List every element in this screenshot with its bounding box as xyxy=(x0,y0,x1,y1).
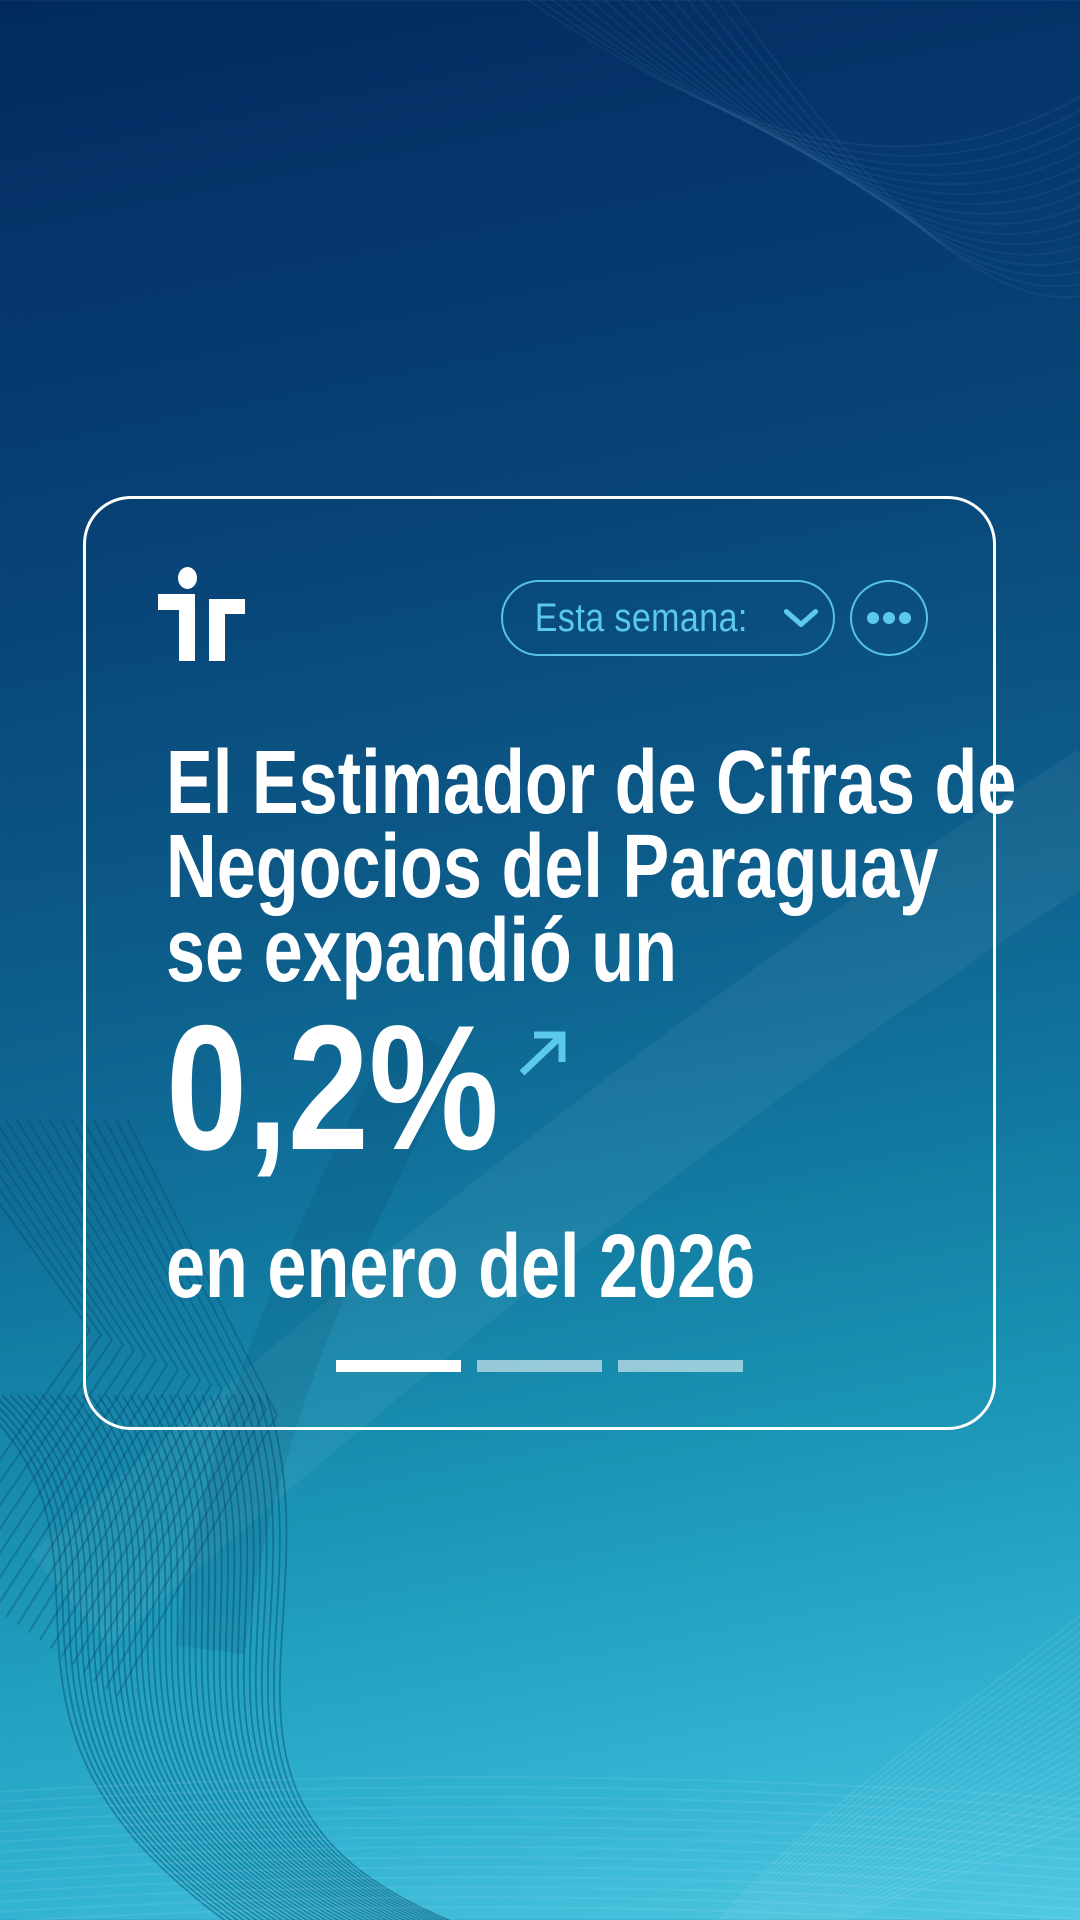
headline-line-2: Negocios del Paraguay xyxy=(166,817,939,917)
headline-line-3: se expandió un xyxy=(166,901,678,1001)
stat-block: 0,2% xyxy=(166,999,572,1177)
week-filter-label: Esta semana: xyxy=(534,595,748,640)
story-progress xyxy=(86,1360,993,1372)
stat-value: 0,2% xyxy=(166,988,499,1187)
trend-up-arrow-icon xyxy=(519,1031,566,1076)
story-progress-segment[interactable] xyxy=(477,1360,602,1372)
ir-logo xyxy=(158,567,245,661)
ellipsis-icon xyxy=(867,612,879,624)
story-progress-segment[interactable] xyxy=(618,1360,743,1372)
headline-line-1: El Estimador de Cifras de xyxy=(166,733,1017,833)
headline: El Estimador de Cifras de Negocios del P… xyxy=(166,733,1080,1001)
stat-period: en enero del 2026 xyxy=(166,1217,756,1317)
story-progress-segment[interactable] xyxy=(336,1360,461,1372)
week-filter-dropdown[interactable]: Esta semana: xyxy=(501,580,835,656)
ellipsis-icon xyxy=(899,612,911,624)
ellipsis-icon xyxy=(883,612,895,624)
story-card: Esta semana: El Estimador de Cifras de N… xyxy=(83,496,1016,1430)
more-options-button[interactable] xyxy=(850,580,928,656)
chevron-down-icon xyxy=(784,609,819,627)
